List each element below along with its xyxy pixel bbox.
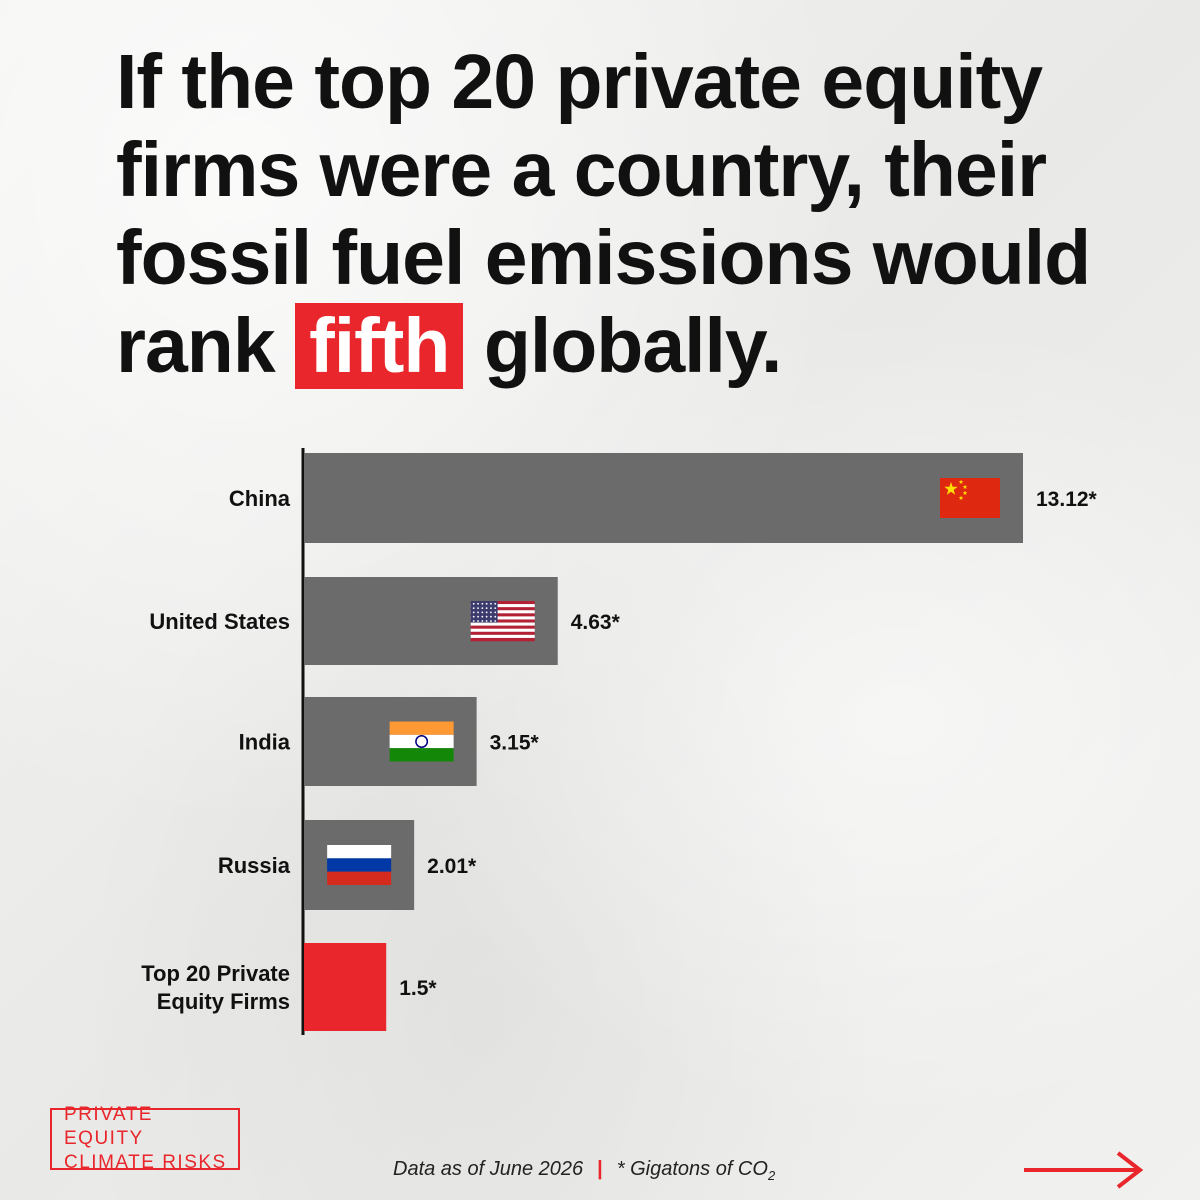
category-label-line: China [229, 486, 291, 511]
value-label: 1.5* [399, 977, 437, 1000]
unit-note: * Gigatons of CO [616, 1158, 768, 1180]
usa-flag-stripe [470, 637, 535, 642]
headline-highlight: fifth [295, 303, 464, 389]
headline: If the top 20 private equity firms were … [116, 38, 1116, 390]
usa-flag-star [494, 615, 497, 618]
india-flag-chakra [415, 735, 429, 748]
arrow-right-icon[interactable] [1022, 1150, 1146, 1190]
usa-flag-star [490, 615, 492, 618]
usa-flag-stripe [470, 610, 535, 614]
value-label: 3.15* [490, 732, 540, 755]
usa-flag-star [494, 620, 497, 622]
usa-flag-star [490, 602, 492, 605]
china-flag [940, 478, 1000, 518]
usa-flag-star [472, 615, 475, 618]
usa-flag-star [494, 611, 497, 614]
category-label-line: United States [149, 609, 290, 634]
usa-flag-star [472, 611, 475, 614]
russia-flag-red [327, 871, 392, 885]
usa-flag-stripe [470, 616, 535, 620]
category-label-line: Top 20 Private [141, 961, 290, 986]
china-flag-star [962, 490, 968, 495]
usa-flag-canton [470, 601, 498, 623]
value-label: 13.12* [1036, 488, 1098, 511]
value-label: 4.63* [571, 611, 621, 634]
usa-flag-star [485, 615, 488, 618]
value-label: 2.01* [427, 855, 477, 878]
usa-flag-star [472, 620, 475, 622]
usa-flag-star [477, 607, 479, 609]
usa-flag-star [485, 620, 488, 622]
logo-line-1: PRIVATE EQUITY [64, 1104, 153, 1149]
usa-flag-stripe [470, 625, 535, 629]
usa-flag-star [472, 602, 475, 605]
date-note: Data as of June 2026 [393, 1158, 584, 1180]
china-flag-field [940, 478, 1000, 518]
usa-flag-stripe [470, 601, 535, 605]
usa-flag-stripe [470, 604, 535, 608]
usa-flag-star [477, 615, 479, 618]
brand-logo: PRIVATE EQUITY CLIMATE RISKS [50, 1104, 240, 1173]
usa-flag-star [490, 611, 492, 614]
usa-flag-stripe [470, 634, 535, 639]
category-label-line: India [239, 730, 291, 755]
usa-flag-star [485, 602, 488, 605]
logo-line-2: CLIMATE RISKS [64, 1152, 227, 1173]
unit-subscript: 2 [767, 1168, 776, 1183]
russia-flag [327, 845, 392, 885]
usa-flag-stripe [470, 628, 535, 633]
bar-4 [304, 943, 387, 1031]
usa-flag-star [490, 620, 492, 622]
category-label: Top 20 Private Equity Firms [141, 961, 290, 1014]
usa-flag-star [485, 611, 488, 614]
russia-flag-white [327, 845, 392, 859]
usa-flag-star [477, 602, 479, 605]
india-flag-saffron [389, 721, 454, 735]
bar-0 [304, 453, 1023, 543]
usa-flag-star [481, 611, 484, 614]
china-flag-star [958, 479, 964, 484]
usa-flag-stripe [470, 619, 535, 623]
usa-flag-star [481, 602, 484, 605]
india-flag [389, 721, 454, 762]
usa-flag-star [481, 620, 484, 622]
india-flag-green [389, 748, 454, 762]
footer-note: Data as of June 2026 | * Gigatons of CO2 [393, 1158, 775, 1183]
usa-flag-star [490, 607, 492, 609]
china-flag-star [962, 484, 968, 489]
usa-flag-star [481, 615, 484, 618]
usa-flag-star [477, 620, 479, 622]
usa-flag-star [494, 602, 497, 605]
usa-flag [470, 601, 535, 642]
usa-flag-star [477, 611, 479, 614]
category-label: United States [149, 609, 290, 634]
usa-flag-stripe [470, 613, 535, 617]
usa-flag-star [472, 607, 475, 609]
usa-flag-star [494, 607, 497, 609]
category-label: India [239, 730, 291, 755]
usa-flag-stripe [470, 622, 535, 626]
china-flag-big-star [944, 482, 958, 495]
category-label-line: Equity Firms [157, 989, 290, 1014]
category-label: China [229, 486, 291, 511]
india-flag-white [389, 734, 454, 749]
china-flag-star [958, 495, 964, 500]
usa-flag-stripe [470, 607, 535, 611]
headline-text: If the top 20 private equity firms were … [116, 39, 1091, 389]
category-label: Russia [218, 853, 291, 878]
headline-text-end: globally. [483, 303, 783, 389]
usa-flag-stripe [470, 631, 535, 636]
usa-flag-star [485, 607, 488, 609]
usa-flag-star [481, 607, 484, 609]
category-label-line: Russia [218, 853, 291, 878]
russia-flag-blue [327, 858, 392, 872]
footer-separator: | [597, 1158, 603, 1180]
